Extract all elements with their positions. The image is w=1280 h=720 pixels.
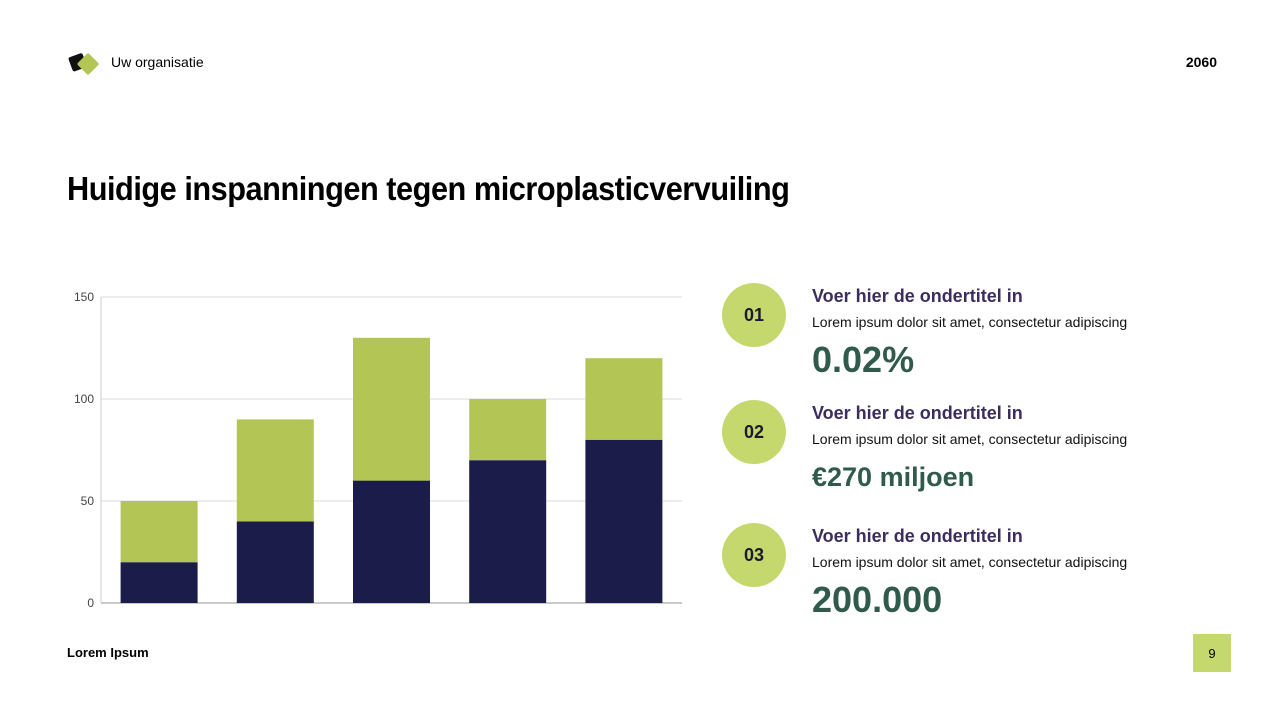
stat-value: 0.02%: [812, 339, 915, 380]
footer-text: Lorem Ipsum: [67, 645, 149, 660]
stacked-bar-chart: 0 50 100 150: [74, 290, 682, 610]
page-title: Huidige inspanningen tegen microplasticv…: [67, 170, 790, 207]
bar-segment-2: [120, 501, 198, 563]
bar-segment-2: [585, 358, 663, 440]
number-badge: 01: [722, 283, 786, 347]
bar-segment-2: [353, 337, 430, 481]
bar-segment-1: [585, 439, 663, 603]
logo-icon: [68, 53, 99, 75]
stat-subtitle: Voer hier de ondertitel in: [812, 403, 1023, 423]
stat-subtitle: Voer hier de ondertitel in: [812, 286, 1023, 306]
organization-name: Uw organisatie: [111, 54, 204, 70]
bar-segment-1: [353, 480, 430, 603]
y-tick-label: 150: [74, 290, 94, 304]
stat-value: 200.000: [812, 579, 943, 620]
y-tick-label: 0: [87, 596, 94, 610]
stat-value: €270 miljoen: [812, 462, 975, 492]
bar-segment-1: [469, 460, 547, 603]
bar-segment-2: [469, 399, 547, 461]
number-badge: 02: [722, 400, 786, 464]
year-label: 2060: [1185, 54, 1217, 70]
stat-description: Lorem ipsum dolor sit amet, consectetur …: [812, 431, 1128, 447]
page-number: 9: [1193, 634, 1231, 672]
stat-subtitle: Voer hier de ondertitel in: [812, 526, 1023, 546]
bar-segment-2: [236, 419, 314, 522]
number-badge: 03: [722, 523, 786, 587]
y-tick-label: 50: [81, 494, 95, 508]
bar-segment-1: [236, 521, 314, 603]
stat-description: Lorem ipsum dolor sit amet, consectetur …: [812, 554, 1128, 570]
stat-description: Lorem ipsum dolor sit amet, consectetur …: [812, 314, 1128, 330]
y-tick-label: 100: [74, 392, 94, 406]
bar-segment-1: [120, 562, 198, 603]
